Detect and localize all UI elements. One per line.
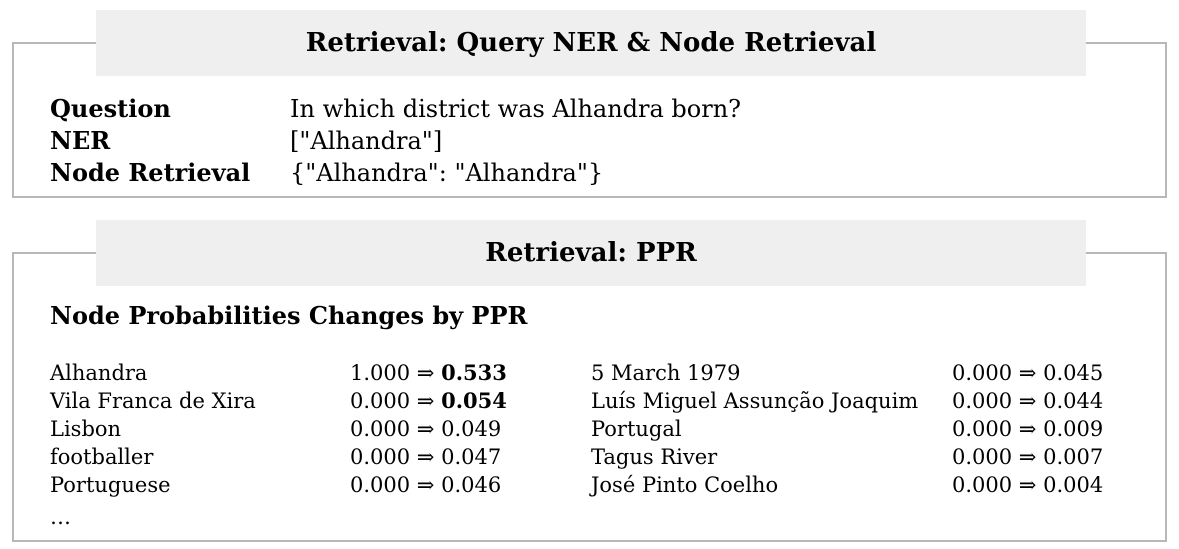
score-before: 0.000 ⇒ (350, 445, 442, 469)
more-ellipsis: … (50, 505, 71, 529)
score-before: 0.000 ⇒ (952, 445, 1044, 469)
score-after: 0.007 (1043, 445, 1104, 469)
score-after: 0.045 (1043, 361, 1104, 385)
score-after: 0.044 (1043, 389, 1104, 413)
node-name: 5 March 1979 (591, 361, 741, 385)
ner-label: NER (50, 126, 111, 155)
node-score: 0.000 ⇒ 0.009 (952, 415, 1103, 443)
score-before: 0.000 ⇒ (350, 417, 442, 441)
node-name: Portuguese (50, 473, 171, 497)
probability-row: Vila Franca de Xira 0.000 ⇒ 0.054 Luís Mig… (0, 387, 1179, 415)
score-before: 0.000 ⇒ (952, 361, 1044, 385)
query-ner-panel-title: Retrieval: Query NER & Node Retrieval (96, 10, 1086, 76)
node-name: Vila Franca de Xira (50, 389, 256, 413)
score-after: 0.047 (441, 445, 502, 469)
score-after: 0.533 (441, 360, 507, 385)
node-name: Luís Miguel Assunção Joaquim (591, 389, 919, 413)
node-score: 0.000 ⇒ 0.047 (350, 443, 501, 471)
node-retrieval-value: {"Alhandra": "Alhandra"} (290, 159, 604, 187)
ppr-subtitle: Node Probabilities Changes by PPR (50, 301, 528, 330)
node-name: José Pinto Coelho (591, 473, 779, 497)
node-score: 0.000 ⇒ 0.049 (350, 415, 501, 443)
score-before: 0.000 ⇒ (952, 417, 1044, 441)
probability-row: footballer 0.000 ⇒ 0.047 Tagus River 0.000 … (0, 443, 1179, 471)
ner-value: ["Alhandra"] (290, 127, 443, 155)
node-name: Lisbon (50, 417, 122, 441)
node-score: 0.000 ⇒ 0.054 (350, 387, 507, 415)
question-label: Question (50, 94, 171, 123)
node-score: 0.000 ⇒ 0.044 (952, 387, 1103, 415)
score-after: 0.004 (1043, 473, 1104, 497)
score-before: 1.000 ⇒ (350, 361, 442, 385)
node-name: Tagus River (591, 445, 718, 469)
probability-row: Alhandra 1.000 ⇒ 0.533 5 March 1979 0.000 ⇒… (0, 359, 1179, 387)
node-score: 0.000 ⇒ 0.007 (952, 443, 1103, 471)
question-value: In which district was Alhandra born? (290, 95, 742, 123)
node-name: Alhandra (50, 361, 148, 385)
node-score: 0.000 ⇒ 0.046 (350, 471, 501, 499)
node-score: 1.000 ⇒ 0.533 (350, 359, 507, 387)
node-retrieval-label: Node Retrieval (50, 158, 251, 187)
score-before: 0.000 ⇒ (952, 389, 1044, 413)
score-after: 0.054 (441, 388, 507, 413)
node-score: 0.000 ⇒ 0.004 (952, 471, 1103, 499)
probability-row: Portuguese 0.000 ⇒ 0.046 José Pinto Coelho… (0, 471, 1179, 499)
score-after: 0.046 (441, 473, 502, 497)
ppr-panel-title: Retrieval: PPR (96, 220, 1086, 286)
node-name: footballer (50, 445, 154, 469)
score-after: 0.009 (1043, 417, 1104, 441)
score-before: 0.000 ⇒ (350, 389, 442, 413)
probability-row: Lisbon 0.000 ⇒ 0.049 Portugal 0.000 ⇒ 0.009 (0, 415, 1179, 443)
score-before: 0.000 ⇒ (350, 473, 442, 497)
node-score: 0.000 ⇒ 0.045 (952, 359, 1103, 387)
node-name: Portugal (591, 417, 682, 441)
score-before: 0.000 ⇒ (952, 473, 1044, 497)
score-after: 0.049 (441, 417, 502, 441)
